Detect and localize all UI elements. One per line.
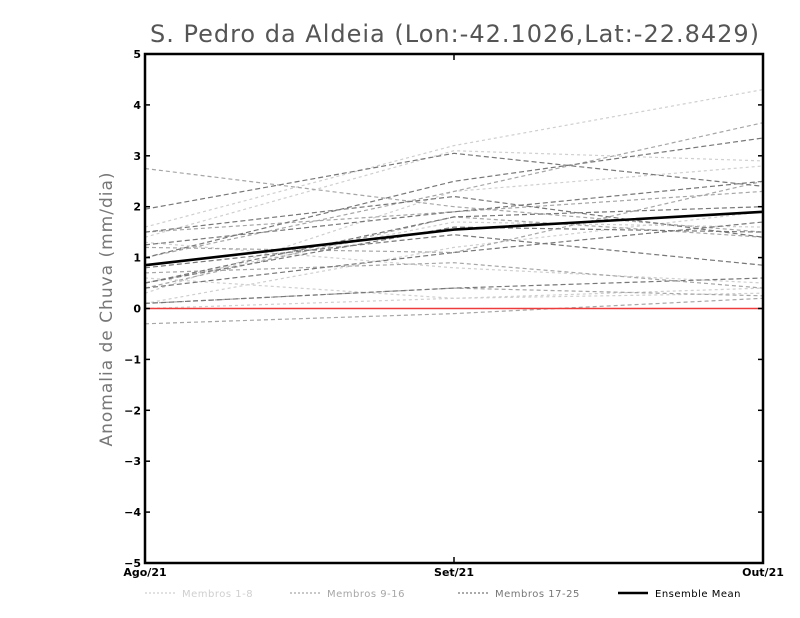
member-line-3-4: [144, 226, 764, 284]
member-line-1-3: [144, 150, 764, 238]
y-tick-label: −4: [124, 506, 141, 519]
member-line-2-3: [144, 287, 764, 304]
member-line-2-1: [144, 167, 764, 233]
x-axis: Ago/21 Set/21 Out/21: [123, 54, 784, 579]
legend-label: Membros 17-25: [495, 589, 580, 600]
y-axis-label: Anomalia de Chuva (mm/dia): [97, 171, 117, 446]
member-line-2-2: [144, 122, 764, 259]
member-line-3-1: [144, 152, 764, 210]
member-line-1-1: [144, 89, 764, 228]
y-tick-label: 5: [133, 48, 141, 61]
y-axis: −5 −4 −3 −2 −1 0 1 2 3 4 5: [124, 48, 763, 570]
member-line-3-9: [144, 206, 764, 284]
y-tick-label: −3: [124, 455, 141, 468]
member-line-3-2: [144, 137, 764, 259]
series-layer: [144, 89, 764, 325]
x-tick-label: Ago/21: [123, 566, 166, 579]
member-line-2-8: [144, 190, 764, 233]
y-tick-label: 3: [133, 150, 141, 163]
y-tick-label: −1: [124, 353, 141, 366]
member-line-1-5: [144, 221, 764, 284]
chart-title: S. Pedro da Aldeia (Lon:-42.1026,Lat:-22…: [150, 20, 760, 48]
y-tick-label: 4: [133, 99, 141, 112]
member-line-2-4: [144, 180, 764, 254]
member-line-2-6: [144, 262, 764, 289]
y-tick-label: 1: [133, 252, 141, 265]
y-tick-label: 2: [133, 201, 141, 214]
member-line-2-7: [144, 297, 764, 325]
legend-label: Ensemble Mean: [655, 589, 741, 600]
ensemble-mean-line: [144, 210, 764, 267]
x-tick-label: Set/21: [434, 566, 474, 579]
y-tick-label: 0: [133, 303, 141, 316]
y-tick-label: −2: [124, 404, 141, 417]
x-tick-label: Out/21: [742, 566, 784, 579]
member-line-3-6: [144, 277, 764, 304]
legend-label: Membros 9-16: [327, 589, 405, 600]
legend: Membros 1-8 Membros 9-16 Membros 17-25 Ense…: [145, 589, 741, 600]
legend-label: Membros 1-8: [182, 589, 253, 600]
member-line-1-6: [144, 241, 764, 284]
mean-layer: [144, 210, 764, 267]
member-line-1-4: [144, 287, 764, 310]
member-line-1-8: [144, 277, 764, 299]
y-tick-label: −5: [124, 557, 141, 570]
